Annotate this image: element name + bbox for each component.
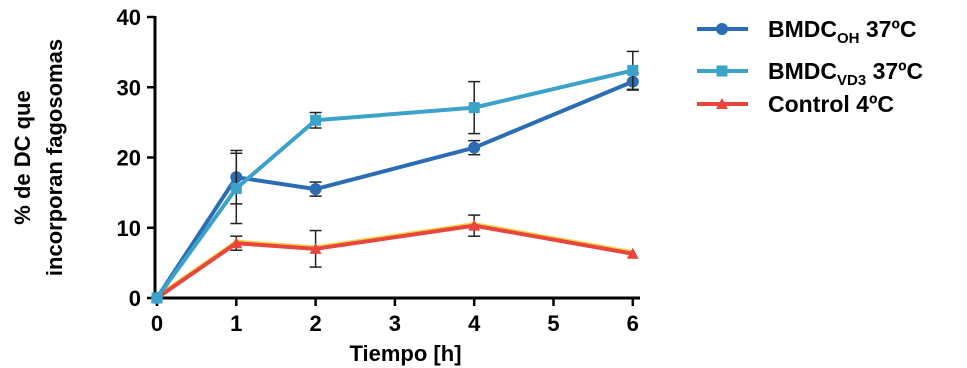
data-point — [468, 141, 481, 154]
y-axis-title: % de DC que incorporan fagosomas — [10, 39, 67, 276]
x-tick-label: 4 — [468, 311, 481, 336]
series-1 — [151, 50, 639, 304]
y-tick-label: 40 — [117, 5, 141, 30]
x-tick-label: 0 — [151, 311, 163, 336]
ticks: 0 10 20 30 40 0 1 2 3 4 5 6 — [117, 5, 639, 336]
data-point — [230, 237, 243, 249]
data-point — [626, 247, 639, 259]
data-point — [627, 64, 639, 76]
series-0 — [151, 72, 639, 304]
x-tick-label: 6 — [627, 311, 639, 336]
data-point — [468, 102, 480, 114]
y-tick-label: 10 — [117, 216, 141, 241]
y-axis-title-line2: incorporan fagosomas — [42, 39, 67, 276]
legend-label: Control 4ºC — [768, 91, 894, 117]
legend-label-main: BMDC — [768, 58, 837, 84]
legend-marker — [716, 65, 728, 77]
legend-label-subscript: OH — [837, 30, 860, 47]
data-point — [310, 114, 322, 126]
legend-label-main: BMDC — [768, 16, 837, 42]
x-axis-title: Tiempo [h] — [349, 341, 461, 366]
y-tick-label: 0 — [129, 286, 141, 311]
legend-label-suffix: 37ºC — [866, 58, 923, 84]
legend-item-2: Control 4ºC — [697, 91, 894, 117]
x-tick-label: 5 — [547, 311, 559, 336]
legend-label-main: Control 4ºC — [768, 91, 894, 117]
legend-label: BMDCVD3 37ºC — [768, 58, 923, 89]
series-2 — [151, 214, 639, 303]
legend-item-0: BMDCOH 37ºC — [697, 16, 916, 47]
legend-marker — [716, 23, 728, 35]
data-point — [151, 292, 163, 304]
series-layer — [151, 50, 639, 304]
legend-label-suffix: 37ºC — [860, 16, 917, 42]
series-line — [155, 68, 634, 300]
legend-label: BMDCOH 37ºC — [768, 16, 916, 47]
x-tick-label: 3 — [389, 311, 401, 336]
x-tick-label: 1 — [230, 311, 242, 336]
legend-marker — [716, 98, 728, 109]
series-line — [155, 223, 634, 300]
data-point — [309, 242, 322, 254]
legend-item-1: BMDCVD3 37ºC — [697, 58, 923, 89]
y-tick-label: 20 — [117, 146, 141, 171]
x-tick-label: 2 — [309, 311, 321, 336]
y-tick-label: 30 — [117, 75, 141, 100]
data-point — [468, 219, 481, 231]
data-point — [309, 183, 322, 196]
series-line-highlight — [156, 222, 634, 298]
axes — [153, 16, 640, 300]
y-axis-title-line1: % de DC que — [10, 90, 35, 224]
data-point — [230, 182, 242, 194]
legend-label-subscript: VD3 — [837, 72, 866, 89]
